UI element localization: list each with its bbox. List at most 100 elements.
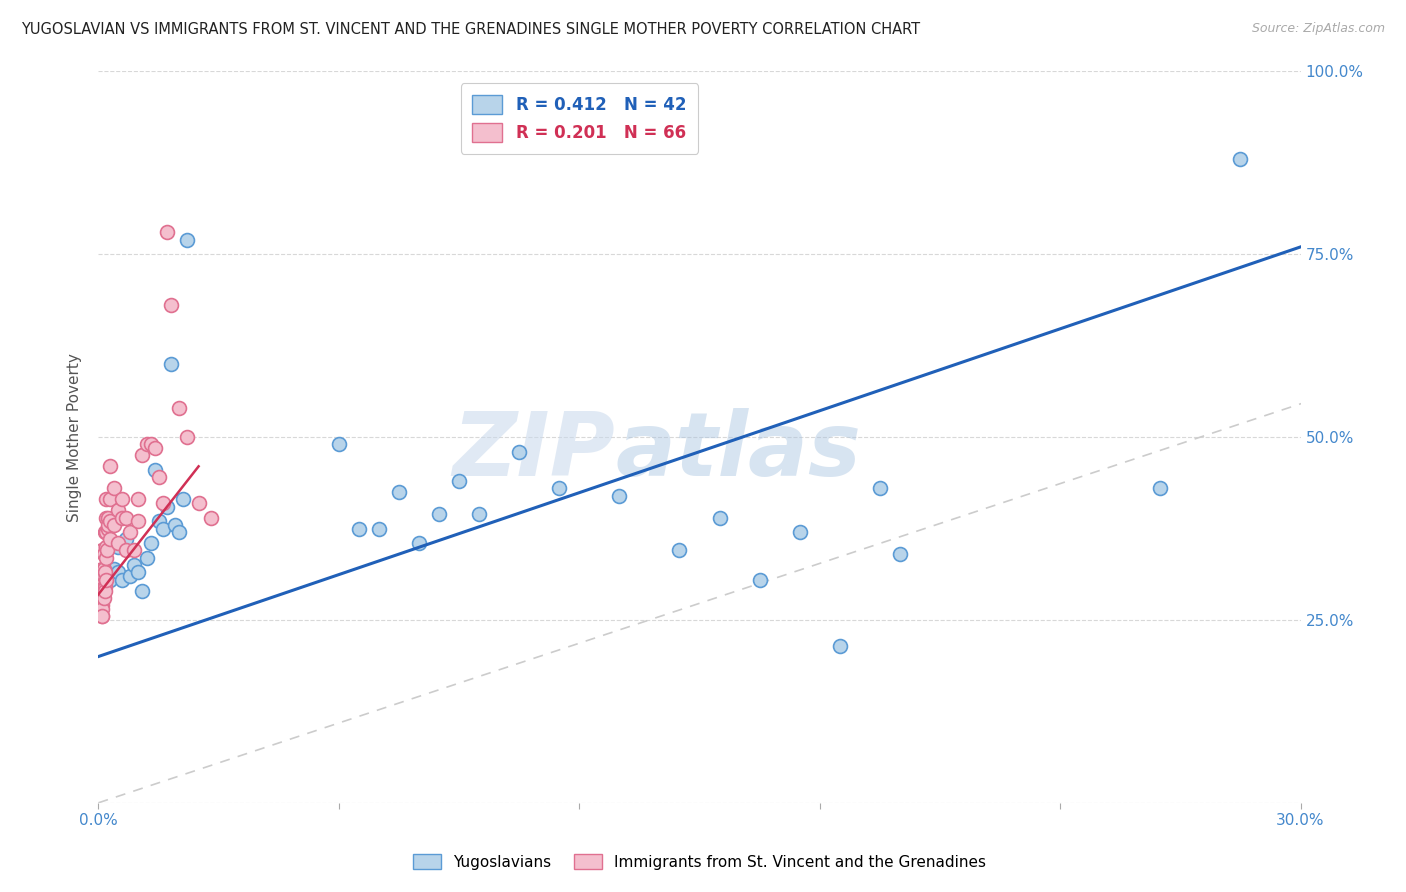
- Point: [96, 550, 118, 565]
- Point: [111, 573, 134, 587]
- Point: [172, 492, 194, 507]
- Point: [408, 536, 430, 550]
- Point: [748, 573, 770, 587]
- Point: [91, 583, 114, 598]
- Point: [388, 485, 411, 500]
- Point: [548, 481, 571, 495]
- Point: [93, 569, 115, 583]
- Point: [90, 591, 112, 605]
- Point: [91, 573, 114, 587]
- Point: [90, 602, 112, 616]
- Text: ZIP: ZIP: [453, 409, 616, 495]
- Point: [709, 510, 731, 524]
- Point: [100, 459, 122, 474]
- Point: [869, 481, 891, 495]
- Point: [89, 583, 111, 598]
- Point: [889, 547, 911, 561]
- Point: [97, 517, 120, 532]
- Point: [96, 492, 118, 507]
- Y-axis label: Single Mother Poverty: Single Mother Poverty: [67, 352, 83, 522]
- Point: [176, 430, 198, 444]
- Point: [96, 510, 118, 524]
- Point: [91, 591, 114, 605]
- Point: [152, 496, 174, 510]
- Point: [96, 573, 118, 587]
- Point: [167, 525, 190, 540]
- Point: [93, 591, 115, 605]
- Point: [111, 492, 134, 507]
- Point: [115, 510, 138, 524]
- Point: [89, 587, 111, 601]
- Point: [90, 594, 112, 608]
- Point: [159, 357, 181, 371]
- Point: [93, 562, 115, 576]
- Point: [111, 510, 134, 524]
- Point: [115, 533, 138, 547]
- Point: [124, 558, 146, 573]
- Point: [447, 474, 470, 488]
- Point: [91, 562, 114, 576]
- Point: [115, 543, 138, 558]
- Point: [155, 500, 177, 514]
- Point: [93, 547, 115, 561]
- Point: [143, 463, 166, 477]
- Point: [107, 566, 129, 580]
- Point: [159, 298, 181, 312]
- Point: [135, 437, 157, 451]
- Point: [97, 510, 120, 524]
- Point: [100, 533, 122, 547]
- Point: [90, 609, 112, 624]
- Point: [96, 566, 118, 580]
- Point: [107, 503, 129, 517]
- Point: [91, 583, 114, 598]
- Point: [100, 492, 122, 507]
- Point: [167, 401, 190, 415]
- Point: [94, 540, 117, 554]
- Point: [107, 536, 129, 550]
- Point: [120, 569, 142, 583]
- Point: [103, 481, 125, 495]
- Point: [124, 543, 146, 558]
- Point: [120, 525, 142, 540]
- Point: [96, 543, 118, 558]
- Point: [163, 517, 186, 532]
- Point: [152, 521, 174, 535]
- Point: [828, 639, 851, 653]
- Point: [91, 566, 114, 580]
- Point: [368, 521, 391, 535]
- Point: [128, 566, 150, 580]
- Point: [97, 521, 120, 535]
- Point: [107, 540, 129, 554]
- Point: [96, 525, 118, 540]
- Point: [187, 496, 209, 510]
- Point: [100, 573, 122, 587]
- Point: [128, 492, 150, 507]
- Point: [128, 514, 150, 528]
- Point: [143, 441, 166, 455]
- Point: [200, 510, 222, 524]
- Point: [468, 507, 491, 521]
- Point: [155, 225, 177, 239]
- Point: [91, 543, 114, 558]
- Text: atlas: atlas: [616, 409, 862, 495]
- Legend: Yugoslavians, Immigrants from St. Vincent and the Grenadines: Yugoslavians, Immigrants from St. Vincen…: [408, 847, 991, 876]
- Point: [93, 580, 115, 594]
- Point: [1149, 481, 1171, 495]
- Point: [139, 536, 162, 550]
- Point: [139, 437, 162, 451]
- Point: [427, 507, 450, 521]
- Point: [91, 599, 114, 613]
- Point: [94, 566, 117, 580]
- Point: [347, 521, 370, 535]
- Point: [103, 562, 125, 576]
- Text: YUGOSLAVIAN VS IMMIGRANTS FROM ST. VINCENT AND THE GRENADINES SINGLE MOTHER POVE: YUGOSLAVIAN VS IMMIGRANTS FROM ST. VINCE…: [21, 22, 920, 37]
- Point: [100, 514, 122, 528]
- Point: [328, 437, 350, 451]
- Point: [94, 583, 117, 598]
- Point: [94, 525, 117, 540]
- Point: [1229, 152, 1251, 166]
- Point: [148, 514, 170, 528]
- Point: [131, 583, 153, 598]
- Point: [94, 525, 117, 540]
- Point: [176, 233, 198, 247]
